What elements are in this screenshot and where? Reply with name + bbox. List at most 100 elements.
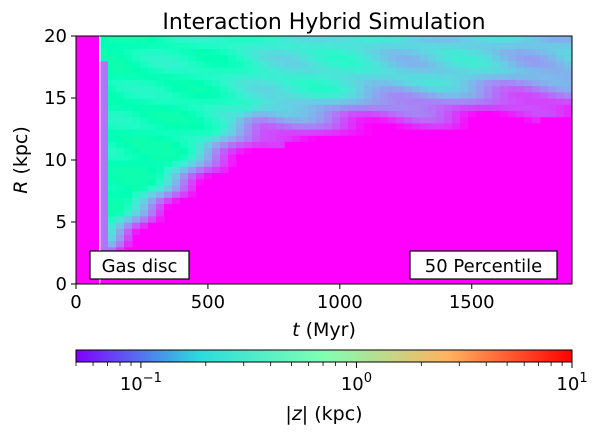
- heatmap-cell: [100, 246, 109, 254]
- heatmap-cell: [156, 178, 165, 186]
- heatmap-cell: [164, 184, 173, 192]
- heatmap-cell: [364, 129, 373, 136]
- heatmap-cell: [460, 85, 469, 93]
- heatmap-cell: [188, 122, 197, 130]
- heatmap-cell: [108, 215, 117, 223]
- heatmap-cell: [164, 203, 173, 211]
- heatmap-cell: [484, 42, 493, 49]
- heatmap-cell: [284, 60, 293, 68]
- heatmap-cell: [228, 135, 237, 142]
- heatmap-cell: [100, 98, 109, 105]
- heatmap-cell: [412, 42, 421, 49]
- heatmap-cell: [196, 42, 205, 49]
- heatmap-cell: [332, 110, 341, 118]
- heatmap-cell: [420, 122, 429, 130]
- heatmap-cell: [332, 116, 341, 124]
- heatmap-cell: [468, 110, 477, 118]
- heatmap-cell: [124, 215, 133, 223]
- heatmap-cell: [348, 110, 357, 118]
- heatmap-cell: [284, 48, 293, 56]
- heatmap-cell: [332, 54, 341, 62]
- heatmap-cell: [212, 153, 221, 161]
- heatmap-cell: [428, 116, 437, 124]
- heatmap-cell: [172, 91, 181, 99]
- heatmap-cell: [132, 228, 141, 235]
- heatmap-cell: [268, 36, 277, 43]
- heatmap-cell: [180, 110, 189, 118]
- heatmap-cell: [516, 42, 525, 49]
- heatmap-cell: [460, 98, 469, 105]
- heatmap-cell: [292, 67, 301, 74]
- heatmap-cell: [436, 104, 445, 111]
- heatmap-cell: [220, 147, 229, 155]
- heatmap-cell: [100, 85, 109, 93]
- heatmap-cell: [148, 116, 157, 124]
- heatmap-cell: [300, 129, 309, 136]
- heatmap-cell: [404, 73, 413, 80]
- heatmap-cell: [292, 79, 301, 87]
- heatmap-cell: [540, 60, 549, 68]
- heatmap-cell: [324, 91, 333, 99]
- heatmap-cell: [116, 172, 125, 180]
- heatmap-cell: [532, 73, 541, 80]
- heatmap-cell: [364, 104, 373, 111]
- heatmap-area: [76, 36, 572, 284]
- heatmap-cell: [492, 67, 501, 74]
- heatmap-cell: [148, 222, 157, 229]
- heatmap-cell: [316, 73, 325, 80]
- heatmap-cell: [468, 54, 477, 62]
- heatmap-cell: [140, 147, 149, 155]
- heatmap-cell: [404, 60, 413, 68]
- heatmap-cell: [548, 85, 557, 93]
- heatmap-cell: [100, 172, 109, 180]
- heatmap-cell: [428, 54, 437, 62]
- heatmap-cell: [100, 48, 109, 56]
- heatmap-cell: [116, 85, 125, 93]
- heatmap-cell: [236, 48, 245, 56]
- heatmap-cell: [332, 135, 341, 142]
- heatmap-cell: [356, 60, 365, 68]
- heatmap-cell: [500, 104, 509, 111]
- heatmap-cell: [140, 160, 149, 167]
- heatmap-cell: [252, 141, 261, 149]
- heatmap-cell: [156, 122, 165, 130]
- heatmap-cell: [356, 98, 365, 105]
- heatmap-cell: [556, 42, 565, 49]
- heatmap-cell: [412, 122, 421, 130]
- heatmap-cell: [468, 60, 477, 68]
- heatmap-cell: [556, 36, 565, 43]
- heatmap-cell: [180, 172, 189, 180]
- heatmap-cell: [380, 122, 389, 130]
- heatmap-cell: [524, 79, 533, 87]
- heatmap-cell: [100, 147, 109, 155]
- heatmap-cell: [428, 73, 437, 80]
- heatmap-cell: [236, 91, 245, 99]
- heatmap-cell: [356, 129, 365, 136]
- heatmap-cell: [548, 104, 557, 111]
- heatmap-cell: [148, 166, 157, 173]
- heatmap-cell: [548, 110, 557, 118]
- heatmap-cell: [436, 36, 445, 43]
- heatmap-cell: [140, 42, 149, 49]
- y-tick-label: 15: [44, 88, 67, 109]
- heatmap-cell: [268, 110, 277, 118]
- heatmap-cell: [188, 98, 197, 105]
- heatmap-cell: [260, 42, 269, 49]
- heatmap-cell: [156, 116, 165, 124]
- heatmap-cell: [124, 203, 133, 211]
- heatmap-cell: [436, 73, 445, 80]
- heatmap-cell: [276, 85, 285, 93]
- heatmap-cell: [508, 54, 517, 62]
- heatmap-cell: [188, 172, 197, 180]
- heatmap-cell: [316, 67, 325, 74]
- heatmap-cell: [140, 60, 149, 68]
- heatmap-cell: [164, 166, 173, 173]
- heatmap-cell: [132, 153, 141, 161]
- heatmap-cell: [444, 79, 453, 87]
- heatmap-cell: [220, 116, 229, 124]
- heatmap-cell: [556, 79, 565, 87]
- heatmap-cell: [324, 129, 333, 136]
- heatmap-cell: [380, 60, 389, 68]
- heatmap-cell: [348, 42, 357, 49]
- heatmap-cell: [484, 36, 493, 43]
